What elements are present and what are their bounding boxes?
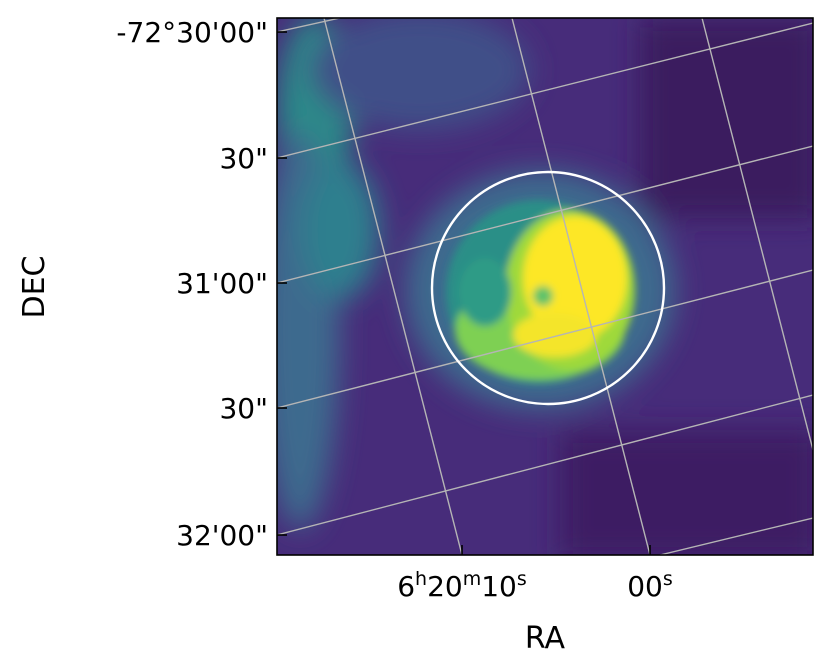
x-tick-minutes-unit: m: [463, 568, 482, 590]
heatmap-dark-lower: [560, 430, 813, 555]
y-tick-label: -72°30'00": [116, 16, 268, 49]
plot-frame: [276, 17, 814, 556]
x-tick-seconds-unit: s: [663, 568, 673, 590]
x-tick-seconds: 00: [627, 570, 663, 603]
grid-dec-line: [277, 269, 813, 409]
grid-dec-line: [659, 517, 813, 555]
x-tick-seconds-unit: s: [517, 568, 527, 590]
heatmap-core-lower: [513, 313, 597, 357]
y-tick-marks: [277, 31, 287, 536]
heatmap-upper-cloud: [310, 18, 530, 130]
y-axis-label: DEC: [17, 255, 52, 318]
y-tick-label: 32'00": [176, 519, 268, 552]
y-tick-label: 30": [219, 142, 268, 175]
x-tick-hours: 6: [397, 570, 415, 603]
heatmap-core: [523, 216, 627, 340]
x-tick-labels: 6h20m10s 00s: [397, 568, 673, 603]
x-axis-label: RA: [525, 621, 566, 656]
y-tick-label: 30": [219, 392, 268, 425]
y-tick-label: 31'00": [176, 267, 268, 300]
grid-dec-line: [277, 145, 813, 284]
x-tick-marks: [461, 545, 651, 555]
heatmap-notch: [533, 286, 553, 306]
aperture-circle: [430, 170, 666, 406]
heatmap-image: [277, 18, 813, 555]
grid-ra-line: [511, 18, 651, 555]
x-tick-minutes: 20: [427, 570, 463, 603]
x-tick-label: 00s: [627, 568, 673, 603]
grid-ra-line: [701, 18, 813, 451]
heatmap-left-arc: [300, 160, 380, 300]
grid-dec-line: [277, 22, 813, 159]
coordinate-grid: [277, 18, 813, 555]
x-tick-seconds: 10: [481, 570, 517, 603]
grid-dec-line: [277, 394, 813, 536]
x-tick-label: 6h20m10s: [397, 568, 527, 603]
heatmap-left-cavity: [459, 258, 511, 326]
x-tick-hours-unit: h: [415, 568, 427, 590]
y-tick-labels: -72°30'00" 30" 31'00" 30" 32'00": [116, 16, 268, 552]
heatmap-dark-region: [640, 18, 813, 218]
grid-dec-line: [277, 18, 341, 33]
grid-ra-line: [323, 18, 463, 555]
